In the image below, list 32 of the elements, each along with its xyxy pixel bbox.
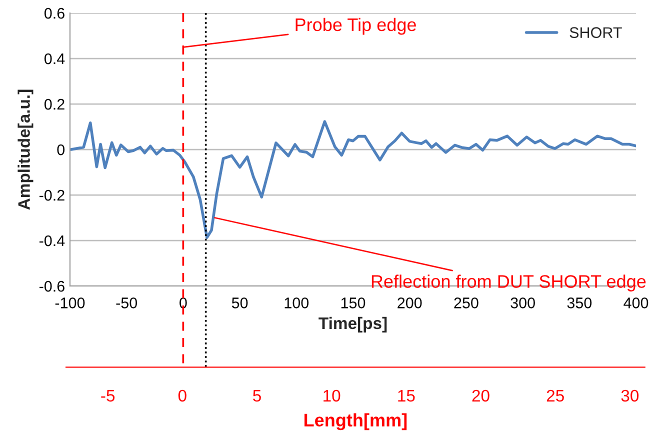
x-tick-label: 100 xyxy=(284,298,309,308)
annotation: Reflection from DUT SHORT edge xyxy=(372,274,646,292)
x-tick-label: 200 xyxy=(398,298,422,308)
line-series xyxy=(70,120,636,239)
y-axis-title: Amplitude[a.u.] xyxy=(18,90,34,210)
x-tick-label: 50 xyxy=(232,298,248,308)
x-tick-label: -50 xyxy=(116,298,138,308)
x2-tick-label: 30 xyxy=(621,390,639,402)
x2-tick-label: 15 xyxy=(398,390,415,402)
annotation: Probe Tip edge xyxy=(296,18,416,35)
x-tick-label: 350 xyxy=(567,298,592,308)
x2-tick-label: 0 xyxy=(178,390,186,402)
y-tick-label: -0.4 xyxy=(39,235,65,246)
x-tick-label: 150 xyxy=(341,298,366,308)
y-tick-label: 0.4 xyxy=(44,53,65,64)
x2-tick-label: 10 xyxy=(324,390,340,402)
x2-tick-label: 5 xyxy=(253,390,261,402)
x-tick-label: 250 xyxy=(454,298,478,308)
x-tick-label: 400 xyxy=(624,298,648,308)
x2-tick-label: -5 xyxy=(101,390,115,402)
y-tick-label: 0.6 xyxy=(44,8,64,19)
x2-tick-label: 20 xyxy=(472,390,490,402)
x-axis-title: Time[ps] xyxy=(318,316,387,332)
y-tick-label: 0 xyxy=(57,144,65,156)
y-tick-label: -0.2 xyxy=(39,190,64,201)
y-tick-label: 0.2 xyxy=(44,98,64,110)
x2-tick-label: 25 xyxy=(546,390,564,402)
x2-axis-title: Length[mm] xyxy=(304,413,407,430)
legend-label: SHORT xyxy=(570,27,622,38)
x-tick-label: 300 xyxy=(510,298,535,308)
y-tick-label: -0.6 xyxy=(39,280,64,292)
x-tick-label: -100 xyxy=(55,298,85,308)
